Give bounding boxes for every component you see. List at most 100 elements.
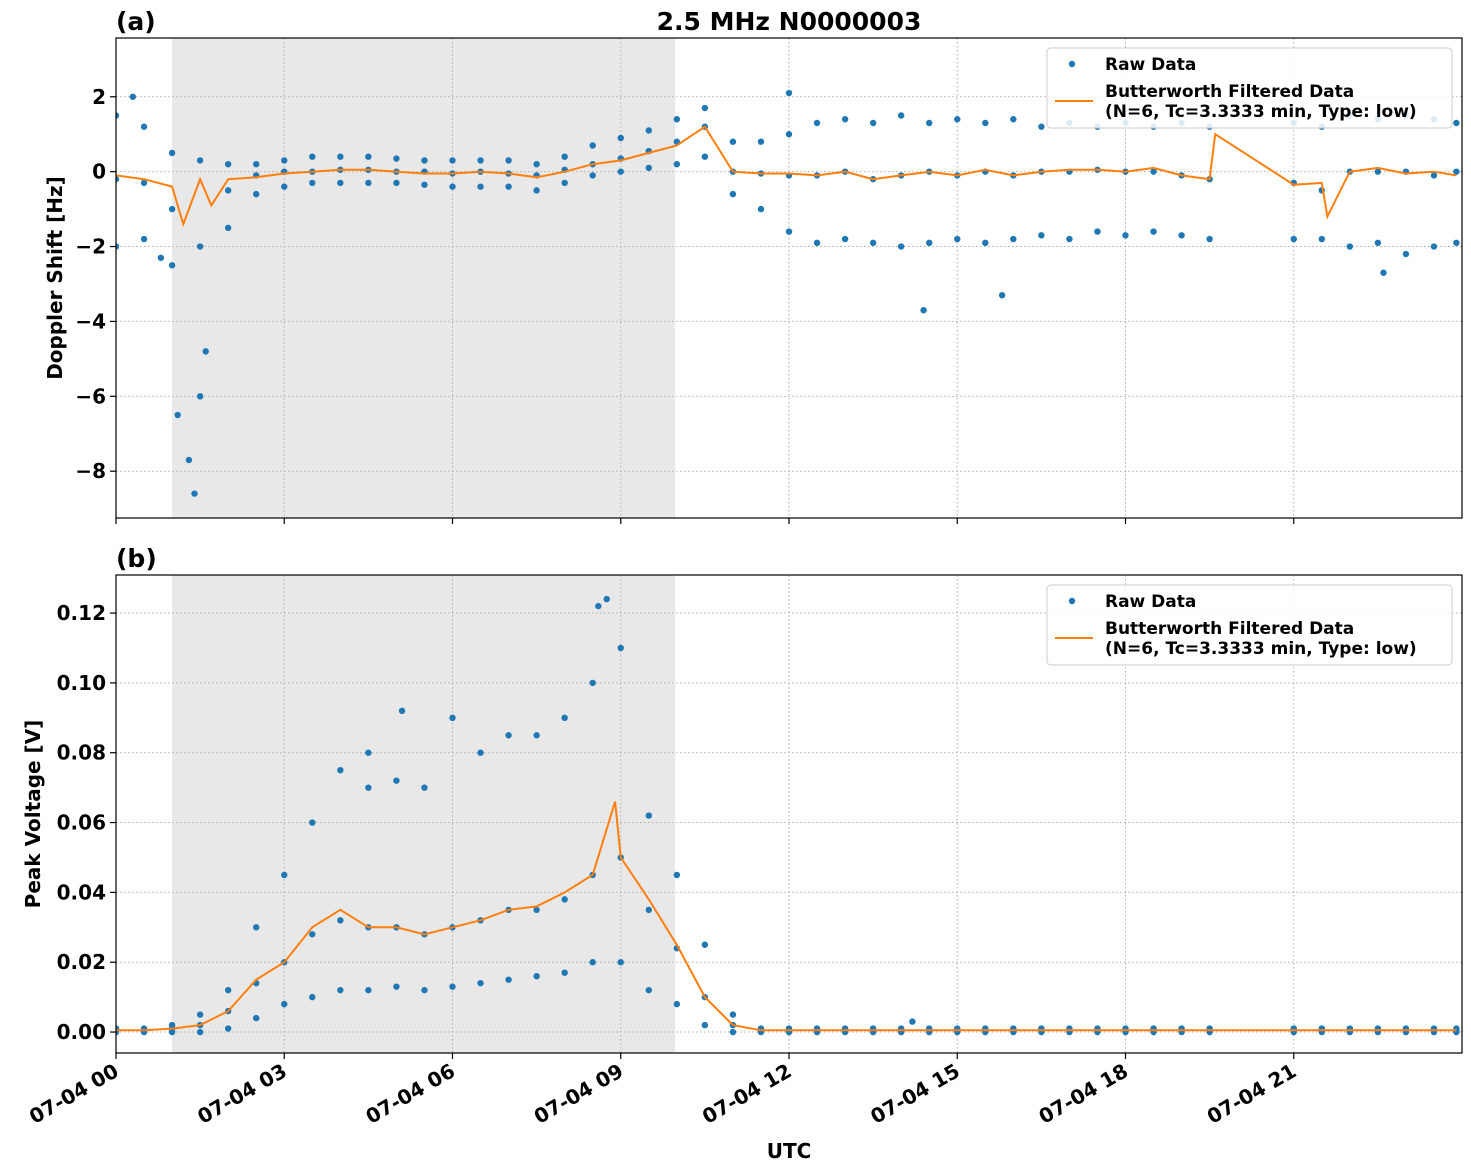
raw-data-point [813, 119, 821, 127]
raw-data-point [365, 153, 372, 160]
raw-data-point [421, 784, 428, 791]
raw-data-point [673, 160, 681, 168]
raw-data-point [533, 732, 540, 739]
raw-data-point [897, 243, 905, 250]
raw-data-point [309, 931, 316, 938]
raw-data-point [673, 116, 681, 123]
raw-data-point [140, 179, 148, 187]
raw-data-point [841, 116, 849, 123]
raw-data-point [505, 732, 512, 739]
raw-data-point [477, 183, 484, 190]
raw-data-point [449, 983, 456, 990]
legend-box [1046, 47, 1453, 129]
raw-data-point [168, 205, 176, 213]
raw-data-point [1122, 232, 1129, 239]
raw-data-point [477, 749, 484, 756]
raw-data-point [920, 306, 927, 314]
raw-data-point [673, 871, 681, 879]
legend: Raw Data Butterworth Filtered Data (N=6, T… [1046, 584, 1453, 666]
raw-data-point [157, 254, 165, 261]
x-tick-label: 07-04 06 [361, 1059, 459, 1129]
x-tick-label: 07-04 21 [1203, 1059, 1301, 1129]
raw-data-point [909, 1018, 916, 1025]
raw-data-point [224, 187, 232, 194]
highlight-span [172, 575, 676, 1053]
raw-data-point [477, 157, 484, 164]
y-tick-label: 0.08 [57, 741, 106, 765]
raw-data-point [1346, 243, 1354, 250]
raw-data-point [281, 871, 288, 879]
raw-data-point [253, 160, 260, 168]
legend-text: Raw Data [1105, 592, 1196, 612]
raw-data-point [116, 175, 120, 183]
raw-data-point [337, 986, 344, 994]
raw-data-point [617, 168, 624, 175]
raw-data-point [174, 411, 181, 419]
raw-data-point [281, 157, 288, 164]
raw-data-point [589, 959, 596, 966]
raw-data-point [1010, 116, 1017, 123]
raw-data-point [533, 187, 540, 194]
raw-data-point [196, 393, 204, 400]
raw-data-point [701, 1021, 709, 1029]
panel-label: (b) [116, 544, 157, 573]
raw-data-point [561, 153, 568, 160]
raw-data-point [617, 959, 624, 966]
raw-data-point [617, 134, 624, 142]
raw-data-point [1430, 243, 1438, 250]
raw-data-point [191, 490, 198, 497]
raw-data-point [202, 348, 209, 355]
y-tick-label: 0.06 [57, 811, 106, 835]
raw-data-point [421, 157, 428, 164]
raw-data-point [309, 819, 316, 826]
raw-data-point [337, 766, 344, 774]
raw-data-point [398, 707, 406, 715]
raw-data-point [421, 986, 428, 994]
raw-data-point [982, 239, 989, 247]
filtered-line [116, 801, 1457, 1032]
raw-data-point [337, 917, 344, 924]
raw-data-point [253, 924, 260, 931]
legend-text: Butterworth Filtered Data (N=6, Tc=3.3333… [1105, 82, 1417, 122]
raw-data-point [196, 243, 204, 250]
raw-data-point [1290, 235, 1297, 243]
raw-data-point [729, 190, 737, 198]
raw-data-point [1038, 232, 1045, 239]
raw-data-point [1453, 119, 1460, 127]
raw-data-point [253, 1014, 260, 1022]
y-tick-label: 0 [92, 160, 106, 184]
raw-data-point [449, 183, 456, 190]
chart-title: 2.5 MHz N0000003 [657, 7, 922, 36]
raw-data-point [785, 89, 793, 97]
raw-data-point [185, 456, 193, 464]
raw-data-point [785, 131, 793, 138]
raw-data-point [926, 239, 933, 247]
plot-area [116, 595, 1460, 1036]
raw-data-point [869, 239, 877, 247]
y-tick-label: 0.00 [57, 1020, 106, 1044]
raw-data-point [533, 906, 540, 914]
y-tick-label: 2 [92, 85, 106, 109]
plot-area [116, 89, 1460, 497]
raw-data-point [561, 896, 568, 903]
raw-data-point [505, 157, 512, 164]
raw-data-point [337, 153, 344, 160]
legend-marker [1068, 597, 1076, 605]
raw-data-point [1094, 228, 1101, 235]
raw-data-point [129, 93, 137, 100]
raw-data-point [393, 155, 400, 162]
raw-data-point [673, 1000, 681, 1008]
raw-data-point [116, 243, 120, 250]
y-tick-label: 0.04 [57, 880, 106, 904]
raw-data-point [1010, 235, 1017, 243]
x-tick-label: 07-04 12 [698, 1059, 796, 1129]
raw-data-point [813, 239, 821, 247]
x-tick-label: 07-04 18 [1034, 1059, 1132, 1129]
raw-data-point [393, 983, 400, 990]
raw-data-point [869, 119, 877, 127]
raw-data-point [1453, 239, 1460, 247]
raw-data-point [309, 179, 316, 187]
raw-data-point [645, 164, 652, 172]
raw-data-point [982, 119, 989, 127]
x-tick-label: 07-04 00 [25, 1059, 123, 1129]
